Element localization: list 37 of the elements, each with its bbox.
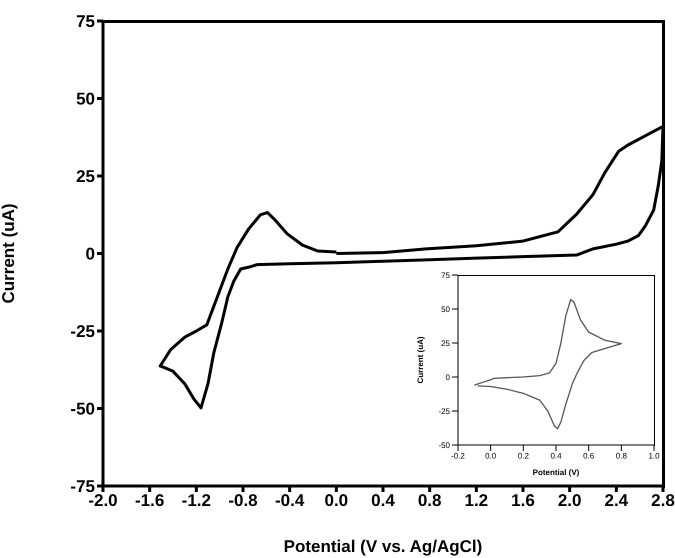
y-tick-label: 50	[76, 90, 95, 109]
y-tick-label: -50	[438, 440, 451, 450]
x-tick-label: 0.0	[324, 491, 348, 510]
y-tick-label: 75	[441, 270, 451, 280]
x-axis-title: Potential (V)	[532, 468, 580, 477]
y-tick-label: 0	[446, 372, 451, 382]
y-tick-label: 75	[76, 12, 95, 32]
y-tick-label: -25	[438, 406, 451, 416]
x-tick-label: -1.2	[182, 491, 211, 510]
x-tick-label: 1.2	[464, 491, 488, 510]
y-axis-title: Current (uA)	[0, 203, 18, 304]
y-tick-label: 50	[441, 304, 451, 314]
x-tick-label: 0.0	[485, 452, 497, 461]
y-axis-title: Current (uA)	[416, 336, 425, 384]
x-tick-label: 2.0	[558, 491, 582, 510]
y-tick-label: 0	[86, 244, 95, 264]
x-axis-title: Potential (V vs. Ag/AgCl)	[284, 537, 482, 556]
x-tick-label: 2.4	[604, 491, 629, 510]
x-tick-label: 1.0	[648, 452, 660, 461]
x-tick-label: 0.8	[418, 491, 442, 510]
x-tick-label: 1.6	[511, 491, 535, 510]
x-tick-label: 0.6	[583, 452, 595, 461]
x-tick-label: 0.8	[616, 452, 628, 461]
y-tick-label: -50	[70, 400, 95, 419]
x-tick-label: 0.4	[371, 491, 396, 510]
x-tick-label: -0.4	[275, 491, 305, 510]
x-tick-label: 0.2	[518, 452, 530, 461]
x-tick-label: -0.2	[451, 452, 466, 461]
x-tick-label: 2.8	[651, 491, 675, 510]
x-tick-label: -1.6	[135, 491, 164, 510]
line-series	[158, 124, 663, 410]
line-series	[474, 298, 622, 430]
x-tick-label: 0.4	[550, 452, 562, 461]
x-tick-label: -0.8	[228, 491, 258, 510]
y-tick-label: 25	[441, 338, 451, 348]
y-tick-label: -25	[70, 322, 95, 342]
y-tick-label: 25	[76, 167, 95, 186]
